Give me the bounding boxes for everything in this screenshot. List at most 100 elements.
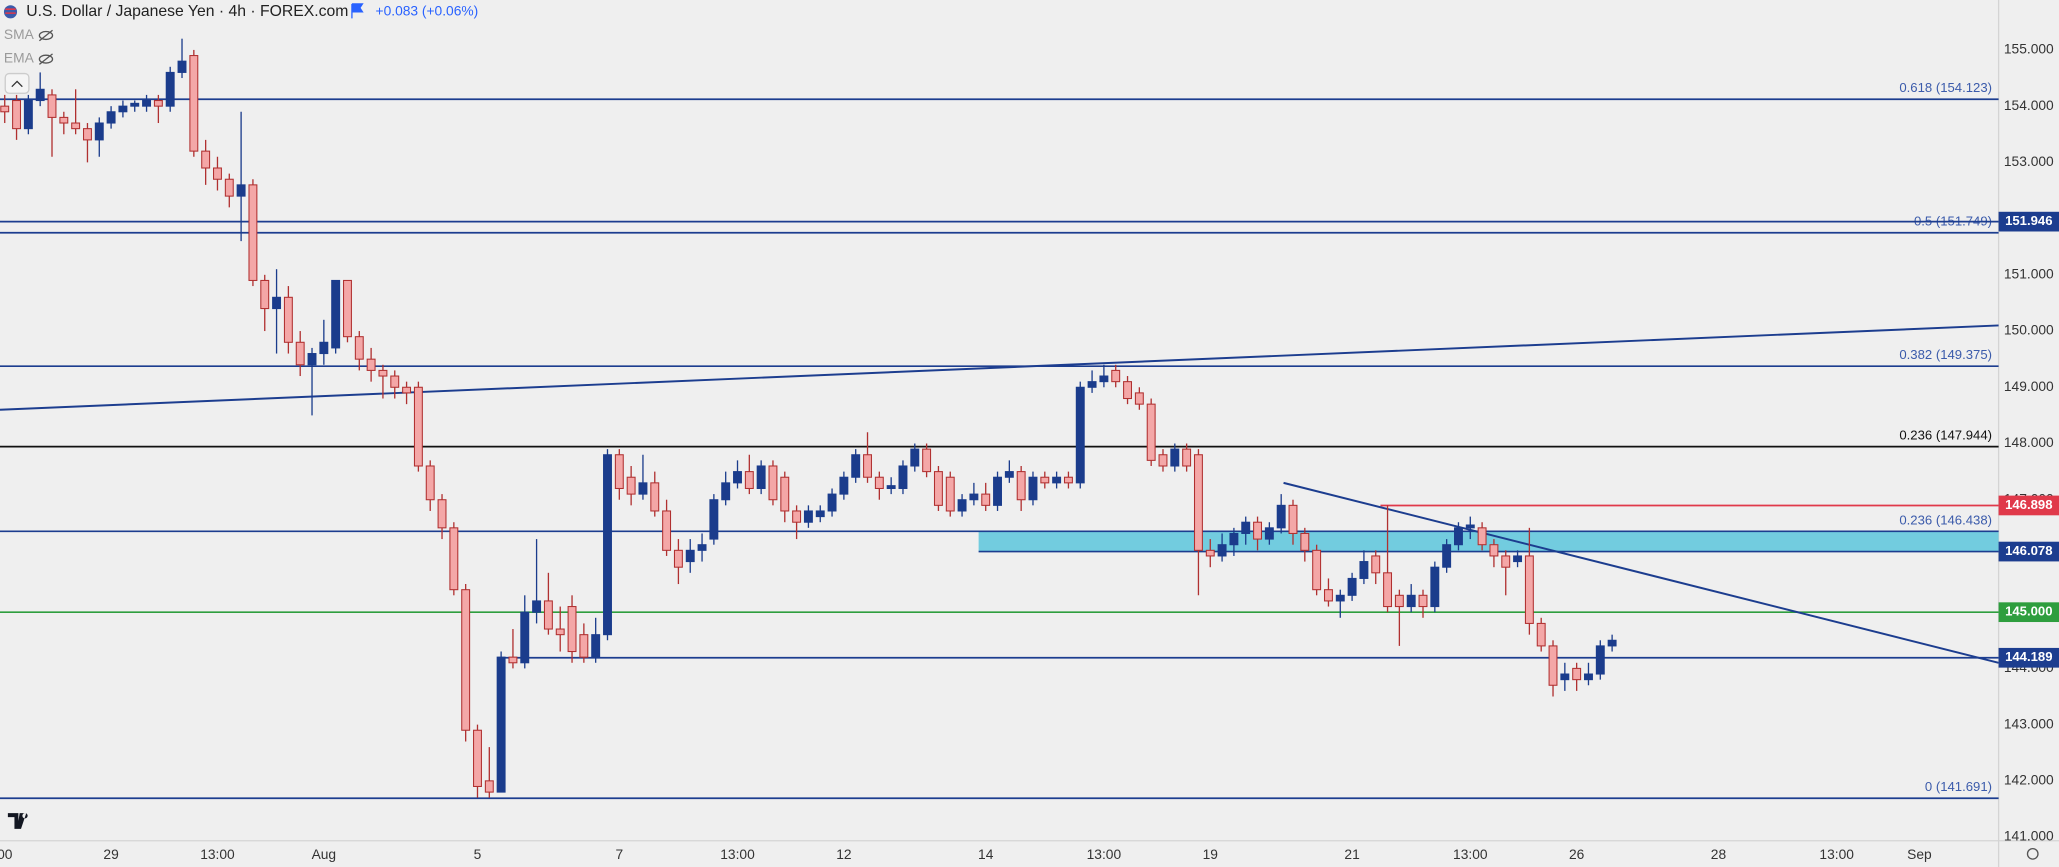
- candle-body: [1193, 454, 1203, 551]
- candle-body: [118, 105, 128, 113]
- price-tag: [1998, 541, 2059, 562]
- candle-body: [1229, 532, 1239, 546]
- candle-body: [213, 167, 222, 180]
- y-tick-label: 154.000: [2004, 98, 2054, 113]
- fib-label: 0.618 (154.123): [1899, 80, 1992, 95]
- candle-body: [1300, 532, 1310, 551]
- eye-icons[interactable]: [38, 29, 54, 65]
- candle-body: [1489, 544, 1499, 557]
- candle-body: [555, 628, 565, 636]
- x-tick-label: Sep: [1907, 847, 1932, 862]
- candle-body: [886, 485, 896, 490]
- price-tag: [1998, 647, 2059, 668]
- candle-body: [1146, 403, 1156, 461]
- candle-body: [236, 184, 246, 197]
- collapse-icon: [11, 80, 23, 88]
- price-tag-label: 144.189: [2005, 649, 2052, 664]
- candle-body: [283, 296, 293, 343]
- candle-body: [1264, 527, 1274, 540]
- candle-body: [130, 102, 140, 107]
- candle-body: [94, 122, 104, 141]
- x-tick-label: 13:00: [720, 847, 755, 862]
- candle-body: [366, 358, 376, 371]
- x-tick-label: 19: [1203, 847, 1219, 862]
- candle-body: [12, 100, 22, 130]
- candle-body: [733, 471, 742, 484]
- tv-logo: [7, 813, 28, 829]
- candle-body: [851, 454, 861, 478]
- candle-body: [697, 544, 707, 551]
- settings-icon[interactable]: [2026, 847, 2039, 860]
- y-tick-label: 153.000: [2004, 154, 2054, 169]
- candle-body: [1607, 639, 1617, 647]
- x-tick-label: Aug: [312, 847, 337, 862]
- candle-body: [449, 527, 459, 591]
- candle-body: [106, 111, 116, 124]
- candle-body: [71, 122, 81, 130]
- candle-body: [1253, 521, 1263, 540]
- price-change: +0.083 (+0.06%): [376, 3, 479, 18]
- candle-body: [82, 128, 92, 141]
- x-tick-label: 00: [0, 847, 13, 862]
- candle-body: [508, 656, 518, 664]
- x-tick-label: 28: [1711, 847, 1727, 862]
- candle-body: [1028, 476, 1038, 501]
- x-tick-label: 13:00: [200, 847, 235, 862]
- candle-body: [662, 510, 672, 551]
- candle-body: [248, 184, 258, 281]
- candle-body: [1477, 527, 1487, 546]
- trendline: [0, 324, 1999, 411]
- candle-body: [1170, 448, 1180, 467]
- candle-body: [993, 476, 1002, 506]
- legend-bg: [0, 0, 447, 24]
- candle-body: [520, 611, 530, 664]
- candle-body: [177, 60, 187, 73]
- fib-label: 0 (141.691): [1925, 779, 1992, 794]
- candle-body: [473, 729, 482, 787]
- candle-body: [1513, 555, 1523, 563]
- candle-body: [1323, 589, 1333, 602]
- flag-icon: [3, 5, 18, 19]
- collapse-button[interactable]: [4, 72, 30, 94]
- candle-body: [437, 499, 447, 529]
- candle-body: [768, 465, 778, 501]
- candle-body: [201, 150, 211, 169]
- candle-body: [496, 656, 506, 793]
- candle-body: [1536, 622, 1546, 647]
- candle-body: [874, 476, 884, 490]
- candle-body: [981, 493, 991, 506]
- candle-body: [756, 465, 766, 490]
- x-tick-label: 7: [615, 847, 623, 862]
- candle-body: [354, 336, 364, 360]
- candle-body: [1075, 386, 1085, 484]
- candle-body: [1584, 673, 1593, 681]
- candle-body: [780, 476, 790, 512]
- candle-body: [142, 100, 152, 107]
- price-tag: [1998, 211, 2059, 232]
- candle-body: [1418, 594, 1428, 608]
- flag-stripes: [5, 8, 16, 14]
- candle-body: [47, 94, 57, 118]
- candle-body: [1016, 471, 1026, 501]
- price-tag: [1998, 495, 2059, 516]
- candle-body: [744, 471, 754, 490]
- fib-label: 0.236 (146.438): [1899, 512, 1992, 527]
- candle-body: [1182, 448, 1192, 467]
- candle-body: [1442, 544, 1452, 568]
- candle-body: [1347, 577, 1357, 596]
- price-tag: [1998, 602, 2059, 623]
- candle-body: [579, 634, 589, 658]
- x-tick-label: 13:00: [1819, 847, 1854, 862]
- candle-body: [638, 482, 648, 495]
- x-tick-label: 13:00: [1453, 847, 1488, 862]
- candle-body: [1040, 476, 1050, 484]
- y-tick-label: 141.000: [2004, 829, 2054, 844]
- y-tick-label: 150.000: [2004, 323, 2054, 338]
- candle-body: [1430, 566, 1440, 608]
- y-tick-label: 142.000: [2004, 772, 2054, 787]
- candle-body: [1241, 521, 1251, 534]
- candle-body: [1371, 555, 1381, 574]
- candle-body: [1406, 594, 1416, 608]
